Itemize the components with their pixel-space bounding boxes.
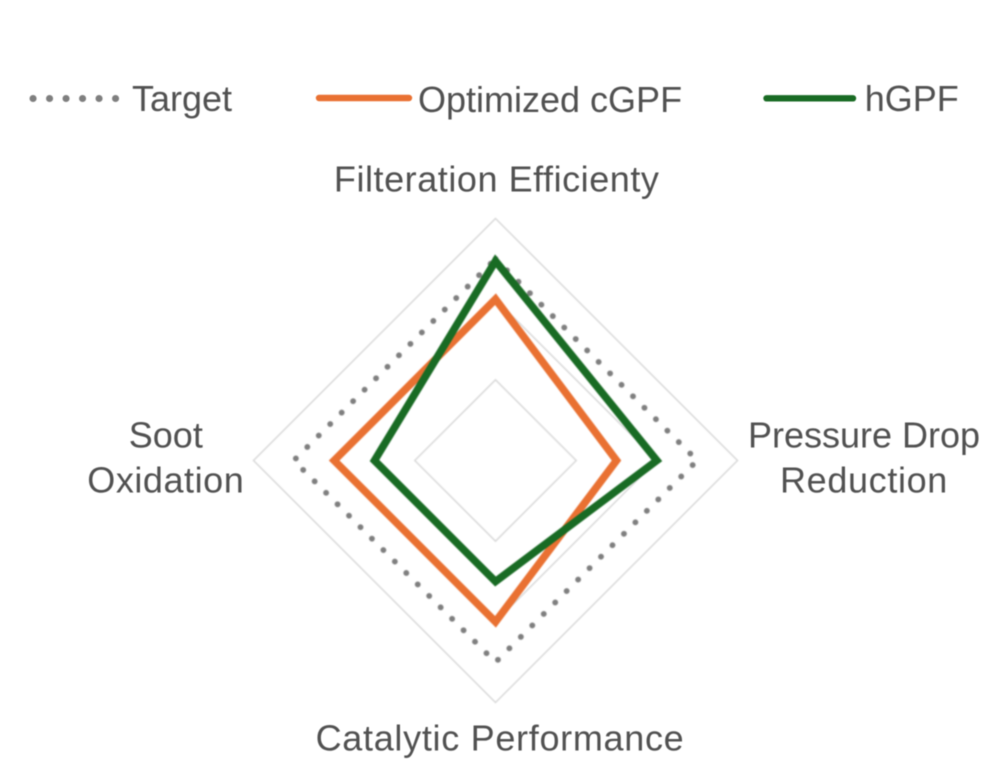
svg-text:hGPF: hGPF	[865, 78, 959, 119]
svg-text:Soot: Soot	[129, 414, 203, 455]
svg-text:Optimized cGPF: Optimized cGPF	[418, 79, 682, 120]
svg-text:Pressure Drop: Pressure Drop	[748, 415, 980, 456]
svg-text:Reduction: Reduction	[780, 459, 948, 500]
svg-text:Oxidation: Oxidation	[87, 459, 244, 500]
svg-text:Target: Target	[132, 78, 232, 119]
svg-text:Filteration Efficienty: Filteration Efficienty	[334, 158, 660, 199]
svg-text:Catalytic Performance: Catalytic Performance	[316, 718, 685, 759]
